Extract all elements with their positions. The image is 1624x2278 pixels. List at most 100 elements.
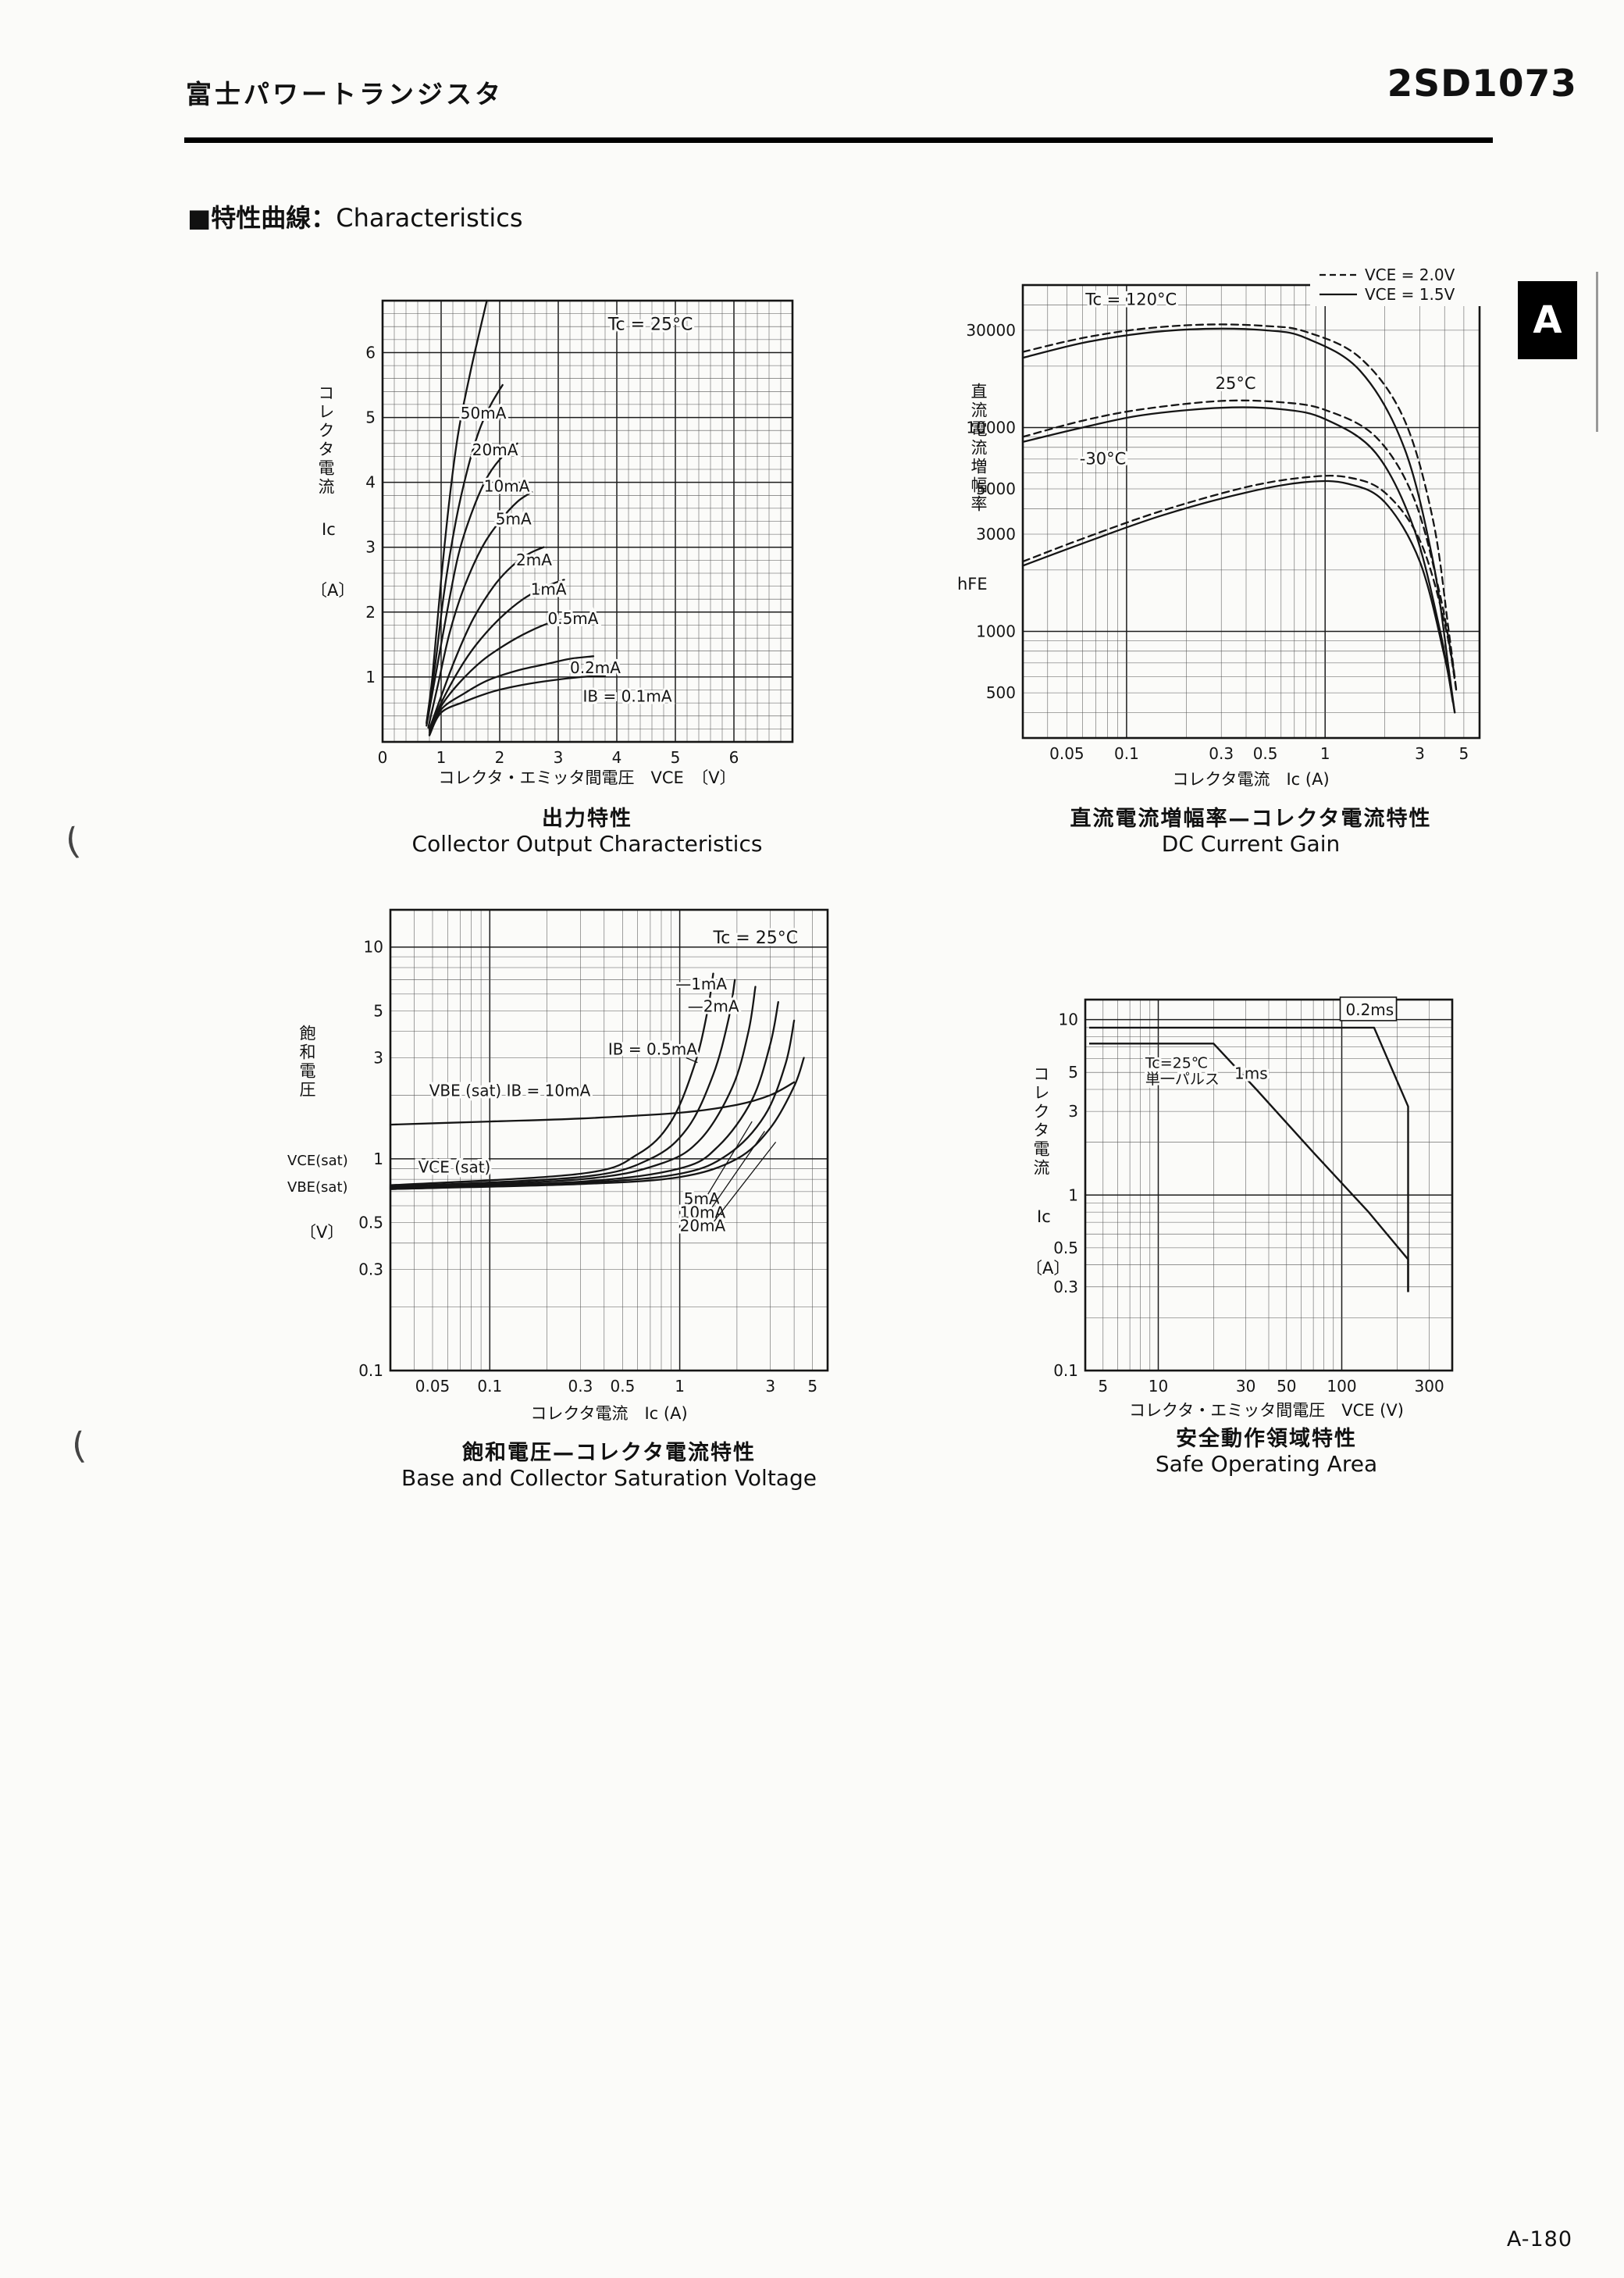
collector-output-chart: 0 1 2 3 4 5 6 1 2 3 4 5 6 Tc = 25°C 50mA 20mA 10mA 5mA 2mA… xyxy=(365,299,794,767)
svg-text:IB = 0.1mA: IB = 0.1mA xyxy=(583,687,672,706)
svg-text:50mA: 50mA xyxy=(461,404,507,422)
svg-text:1: 1 xyxy=(1068,1185,1078,1204)
svg-text:10: 10 xyxy=(364,938,383,957)
page-number: A-180 xyxy=(1506,2227,1572,2251)
y-axis-symbol: VCE(sat) xyxy=(287,1153,348,1169)
svg-text:3: 3 xyxy=(1415,744,1425,763)
svg-text:IB = 0.5mA: IB = 0.5mA xyxy=(608,1040,697,1059)
svg-text:0.3: 0.3 xyxy=(1209,744,1234,763)
svg-text:3: 3 xyxy=(765,1377,775,1396)
svg-text:30: 30 xyxy=(1236,1377,1255,1396)
part-number: 2SD1073 xyxy=(1387,62,1577,105)
chart-caption-en: Base and Collector Saturation Voltage xyxy=(401,1465,817,1491)
chart-caption-en: DC Current Gain xyxy=(1161,831,1341,857)
svg-text:0.5: 0.5 xyxy=(610,1377,635,1396)
svg-text:0: 0 xyxy=(378,748,388,767)
svg-text:6: 6 xyxy=(365,344,376,362)
svg-text:0.1: 0.1 xyxy=(477,1377,502,1396)
y-axis-unit: 〔A〕 xyxy=(1026,1259,1070,1278)
svg-text:0.2ms: 0.2ms xyxy=(1346,1000,1394,1019)
svg-text:0.2mA: 0.2mA xyxy=(570,658,621,677)
svg-text:300: 300 xyxy=(1415,1377,1444,1396)
svg-text:4: 4 xyxy=(612,748,622,767)
section-title-en: Characteristics xyxy=(336,203,523,233)
scan-artifact-paren: ( xyxy=(62,819,83,863)
svg-text:5: 5 xyxy=(1068,1063,1078,1082)
y-axis-symbol: Ic xyxy=(322,520,336,539)
header-rule xyxy=(184,137,1493,143)
section-title-jp: ■特性曲線： xyxy=(187,203,337,233)
svg-text:3000: 3000 xyxy=(976,525,1016,544)
x-axis-label: コレクタ電流 Ic (A) xyxy=(530,1404,688,1423)
chart-caption-jp: 安全動作領域特性 xyxy=(1176,1427,1357,1451)
svg-text:5000: 5000 xyxy=(976,479,1016,498)
svg-text:5: 5 xyxy=(373,1001,383,1020)
y-axis-label-jp: 飽和電圧 xyxy=(297,1025,316,1100)
svg-text:50: 50 xyxy=(1277,1377,1296,1396)
svg-text:1000: 1000 xyxy=(976,622,1016,641)
svg-text:0.1: 0.1 xyxy=(1114,744,1139,763)
svg-text:Tc = 120°C: Tc = 120°C xyxy=(1084,290,1177,308)
header-title: 富士パワートランジスタ xyxy=(186,79,504,109)
y-axis-label-jp: コレクタ電流 xyxy=(316,384,335,497)
svg-text:2: 2 xyxy=(495,748,505,767)
svg-text:10: 10 xyxy=(1149,1377,1168,1396)
svg-text:5mA: 5mA xyxy=(684,1189,720,1208)
svg-text:1mA: 1mA xyxy=(531,579,567,598)
dc-current-gain-chart: 0.05 0.1 0.3 0.5 1 3 5 500 1000 3000 5000 10000 3000… xyxy=(966,264,1486,763)
y-axis-symbol: hFE xyxy=(957,575,988,594)
svg-text:VCE = 2.0V: VCE = 2.0V xyxy=(1365,266,1455,284)
chart-caption-en: Safe Operating Area xyxy=(1155,1451,1378,1477)
svg-text:5: 5 xyxy=(671,748,681,767)
svg-text:5: 5 xyxy=(807,1377,817,1396)
svg-text:5: 5 xyxy=(1459,744,1469,763)
svg-text:500: 500 xyxy=(986,683,1016,702)
svg-text:5mA: 5mA xyxy=(496,510,532,529)
svg-text:1: 1 xyxy=(436,748,447,767)
y-axis-label-jp: 直流電流増幅率 xyxy=(969,383,988,514)
svg-text:20mA: 20mA xyxy=(472,440,518,459)
svg-text:VCE (sat): VCE (sat) xyxy=(418,1158,491,1177)
svg-text:3: 3 xyxy=(373,1049,383,1068)
svg-text:4: 4 xyxy=(365,473,376,492)
svg-text:0.1: 0.1 xyxy=(1053,1361,1078,1380)
y-axis-unit: 〔A〕 xyxy=(311,581,355,600)
svg-text:2mA: 2mA xyxy=(516,551,552,569)
saturation-voltage-chart: 0.05 0.1 0.3 0.5 1 3 5 0.1 0.3 0.5 1 3 5 10 Tc = 25°C —… xyxy=(358,908,829,1396)
svg-text:VCE = 1.5V: VCE = 1.5V xyxy=(1365,285,1455,304)
svg-text:0.05: 0.05 xyxy=(415,1377,451,1396)
svg-text:10000: 10000 xyxy=(966,419,1016,437)
page-edge-mark xyxy=(1596,272,1598,432)
svg-text:25°C: 25°C xyxy=(1216,374,1256,393)
section-title: ■特性曲線：Characteristics xyxy=(187,198,523,234)
svg-text:100: 100 xyxy=(1327,1377,1356,1396)
y-axis-symbol: VBE(sat) xyxy=(287,1179,348,1196)
svg-text:Tc = 25°C: Tc = 25°C xyxy=(607,315,693,334)
svg-text:30000: 30000 xyxy=(966,321,1016,340)
svg-text:10: 10 xyxy=(1059,1011,1078,1029)
svg-text:5: 5 xyxy=(365,408,376,427)
svg-text:0.5: 0.5 xyxy=(1053,1239,1078,1257)
y-axis-symbol: Ic xyxy=(1037,1207,1051,1226)
svg-text:—1mA: —1mA xyxy=(675,975,727,993)
svg-text:5: 5 xyxy=(1098,1377,1108,1396)
x-axis-label: コレクタ・エミッタ間電圧 VCE (V) xyxy=(1129,1401,1404,1420)
svg-text:1: 1 xyxy=(1320,744,1330,763)
svg-text:0.3: 0.3 xyxy=(568,1377,593,1396)
svg-text:1: 1 xyxy=(365,668,376,686)
svg-text:3: 3 xyxy=(365,538,376,557)
svg-text:10mA: 10mA xyxy=(484,476,530,495)
svg-text:—2mA: —2mA xyxy=(688,997,739,1016)
svg-text:-30°C: -30°C xyxy=(1080,450,1126,469)
svg-text:3: 3 xyxy=(1068,1102,1078,1121)
svg-text:0.5: 0.5 xyxy=(358,1214,383,1232)
svg-text:Tc = 25°C: Tc = 25°C xyxy=(713,929,799,948)
chart-caption-en: Collector Output Characteristics xyxy=(411,831,763,857)
svg-text:0.1: 0.1 xyxy=(358,1361,383,1380)
svg-text:20mA: 20mA xyxy=(680,1217,726,1235)
svg-text:2: 2 xyxy=(365,603,376,622)
svg-text:1: 1 xyxy=(373,1150,383,1168)
svg-text:Tc=25℃: Tc=25℃ xyxy=(1145,1055,1208,1072)
